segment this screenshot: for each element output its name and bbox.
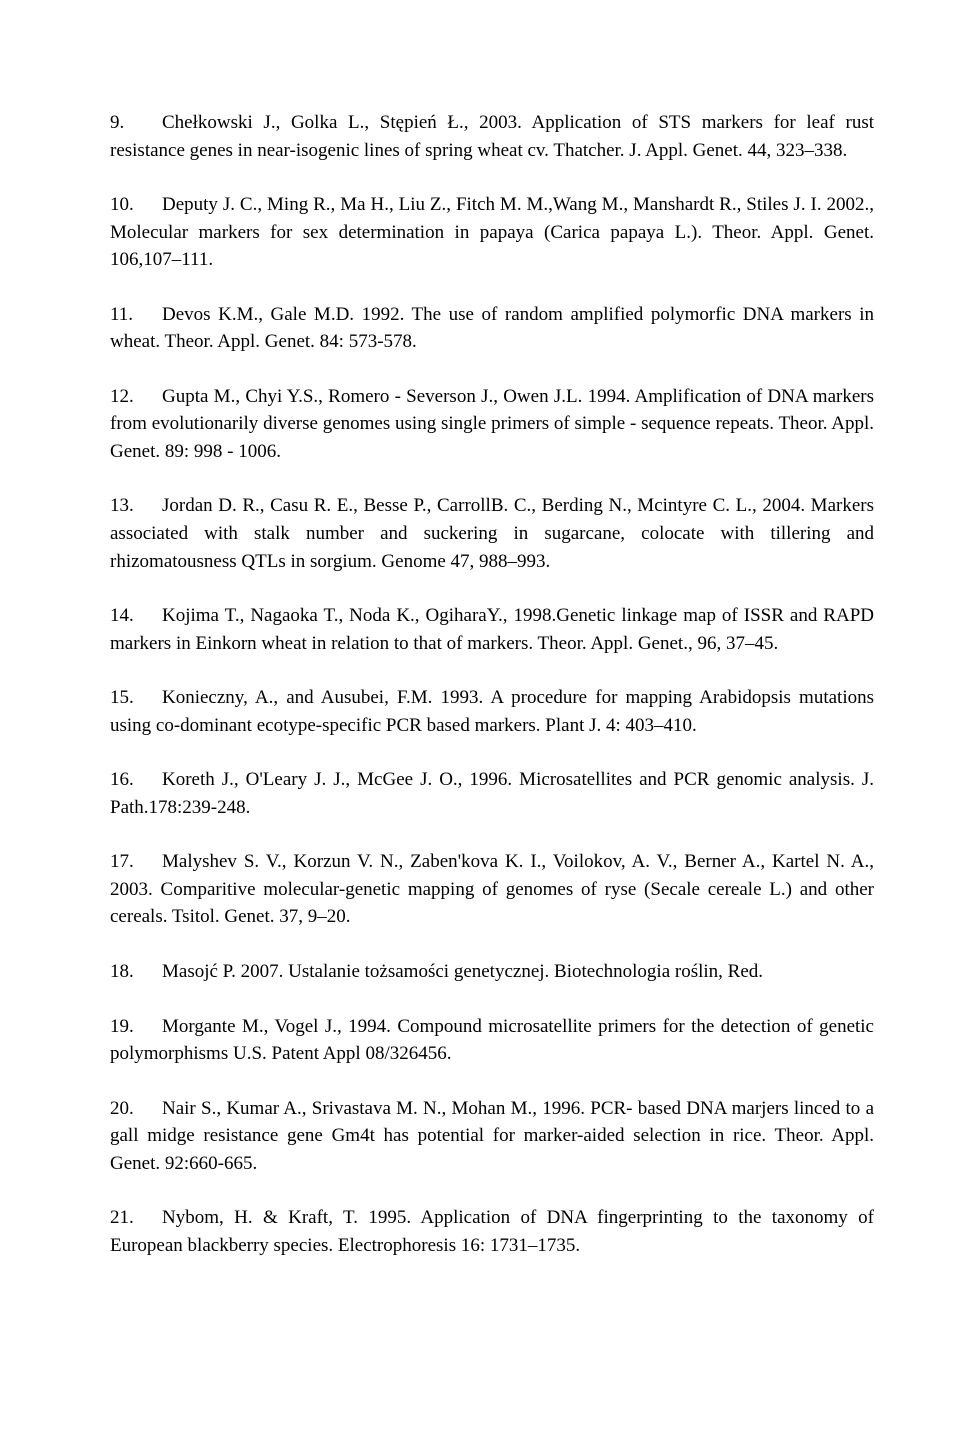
reference-number: 16. xyxy=(110,766,162,794)
reference-number: 19. xyxy=(110,1013,162,1041)
reference-item: 13.Jordan D. R., Casu R. E., Besse P., C… xyxy=(110,492,874,575)
reference-text: Koreth J., O'Leary J. J., McGee J. O., 1… xyxy=(110,769,874,818)
reference-text: Gupta M., Chyi Y.S., Romero - Severson J… xyxy=(110,386,874,462)
reference-number: 18. xyxy=(110,958,162,986)
reference-number: 9. xyxy=(110,109,162,137)
reference-text: Chełkowski J., Golka L., Stępień Ł., 200… xyxy=(110,112,874,161)
reference-item: 17.Malyshev S. V., Korzun V. N., Zaben'k… xyxy=(110,848,874,931)
reference-text: Deputy J. C., Ming R., Ma H., Liu Z., Fi… xyxy=(110,194,874,270)
reference-text: Nair S., Kumar A., Srivastava M. N., Moh… xyxy=(110,1098,874,1174)
reference-text: Masojć P. 2007. Ustalanie tożsamości gen… xyxy=(162,961,763,982)
reference-item: 12.Gupta M., Chyi Y.S., Romero - Severso… xyxy=(110,383,874,466)
reference-item: 19.Morgante M., Vogel J., 1994. Compound… xyxy=(110,1013,874,1068)
reference-item: 16.Koreth J., O'Leary J. J., McGee J. O.… xyxy=(110,766,874,821)
reference-item: 10.Deputy J. C., Ming R., Ma H., Liu Z.,… xyxy=(110,191,874,274)
reference-number: 20. xyxy=(110,1095,162,1123)
reference-item: 18.Masojć P. 2007. Ustalanie tożsamości … xyxy=(110,958,874,986)
reference-item: 21.Nybom, H. & Kraft, T. 1995. Applicati… xyxy=(110,1204,874,1259)
reference-text: Kojima T., Nagaoka T., Noda K., OgiharaY… xyxy=(110,605,874,654)
reference-number: 17. xyxy=(110,848,162,876)
reference-text: Morgante M., Vogel J., 1994. Compound mi… xyxy=(110,1016,874,1065)
reference-number: 21. xyxy=(110,1204,162,1232)
reference-text: Jordan D. R., Casu R. E., Besse P., Carr… xyxy=(110,495,874,571)
reference-item: 11.Devos K.M., Gale M.D. 1992. The use o… xyxy=(110,301,874,356)
reference-item: 14.Kojima T., Nagaoka T., Noda K., Ogiha… xyxy=(110,602,874,657)
reference-number: 10. xyxy=(110,191,162,219)
reference-list: 9.Chełkowski J., Golka L., Stępień Ł., 2… xyxy=(110,109,874,1259)
reference-number: 13. xyxy=(110,492,162,520)
reference-item: 9.Chełkowski J., Golka L., Stępień Ł., 2… xyxy=(110,109,874,164)
reference-text: Nybom, H. & Kraft, T. 1995. Application … xyxy=(110,1207,874,1256)
reference-number: 11. xyxy=(110,301,162,329)
reference-number: 12. xyxy=(110,383,162,411)
reference-number: 14. xyxy=(110,602,162,630)
reference-text: Devos K.M., Gale M.D. 1992. The use of r… xyxy=(110,304,874,353)
reference-text: Konieczny, A., and Ausubei, F.M. 1993. A… xyxy=(110,687,874,736)
reference-item: 20.Nair S., Kumar A., Srivastava M. N., … xyxy=(110,1095,874,1178)
reference-text: Malyshev S. V., Korzun V. N., Zaben'kova… xyxy=(110,851,874,927)
reference-number: 15. xyxy=(110,684,162,712)
reference-item: 15.Konieczny, A., and Ausubei, F.M. 1993… xyxy=(110,684,874,739)
